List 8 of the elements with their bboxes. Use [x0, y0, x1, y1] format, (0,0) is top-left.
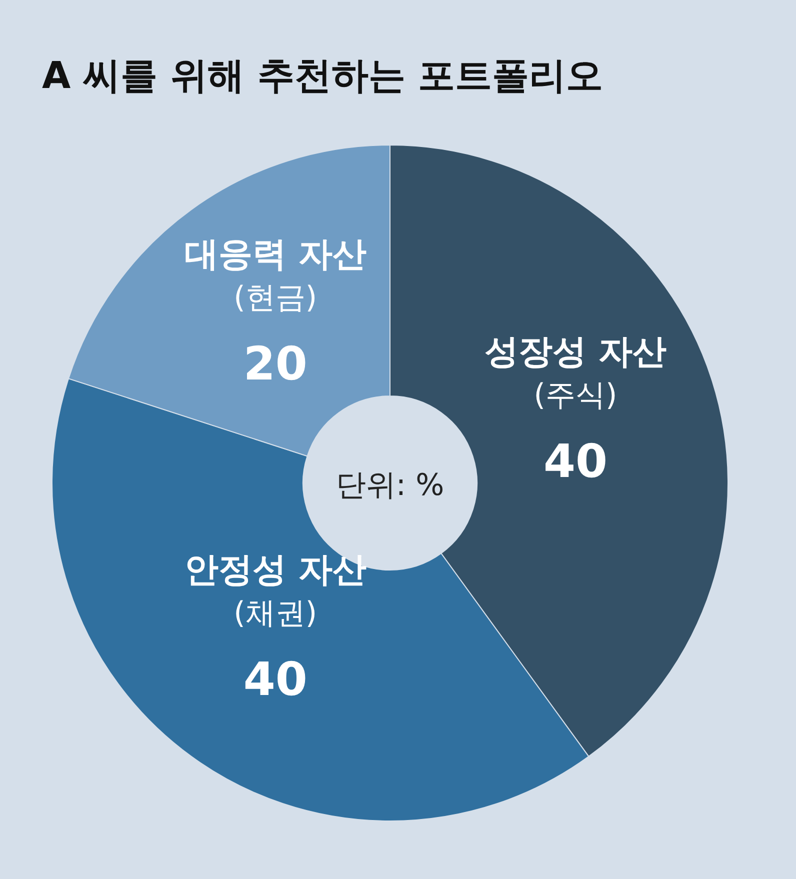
slice-label: 성장성 자산 (주식): [484, 332, 666, 413]
data-label: 20: [243, 336, 308, 390]
chart-title: A 씨를 위해 추천하는 포트폴리오: [42, 54, 604, 97]
text: 단위: %: [336, 468, 444, 503]
slice-label: 안정성 자산 (채권): [184, 550, 366, 631]
data-label: 40: [543, 434, 608, 488]
slice-label: 대응력 자산 (현금): [184, 234, 366, 316]
data-label: 40: [243, 652, 308, 706]
